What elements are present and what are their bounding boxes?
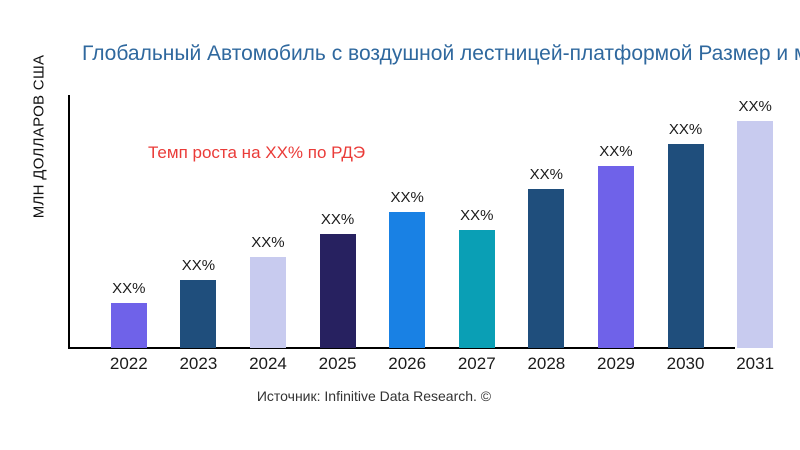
x-tick-2026: 2026	[388, 354, 427, 373]
bar-2026	[389, 212, 426, 348]
x-tick-2023: 2023	[179, 354, 218, 373]
bar-value-label-2024: XX%	[251, 234, 285, 251]
bar-value-label-2027: XX%	[460, 207, 494, 224]
x-tick-2027: 2027	[457, 354, 496, 373]
bar-value-label-2028: XX%	[529, 166, 564, 183]
x-tick-2024: 2024	[249, 354, 287, 373]
x-tick-2028: 2028	[527, 354, 566, 373]
bar-value-label-2022: XX%	[112, 280, 146, 297]
bar-column-2030: XX%	[651, 121, 721, 348]
bar-2028	[528, 189, 565, 348]
bar-column-2029: XX%	[581, 143, 651, 348]
x-axis-tick-labels: 2022 2023 2024 2025 2026 2027 2028 2029 2030 2031	[94, 354, 790, 374]
bar-column-2031: XX%	[720, 98, 790, 348]
bar-2029	[597, 166, 634, 348]
source-caption: Источник: Infinitive Data Research. ©	[256, 388, 492, 404]
bar-value-label-2029: XX%	[599, 143, 633, 160]
x-tick-2030: 2030	[666, 354, 705, 373]
bar-value-label-2023: XX%	[181, 257, 216, 274]
bar-column-2024: XX%	[233, 234, 303, 348]
bar-2025	[319, 234, 356, 348]
x-tick-2022: 2022	[109, 354, 148, 373]
y-axis-title: МЛН ДОЛЛАРОВ США	[30, 54, 48, 219]
x-tick-2031: 2031	[736, 354, 775, 373]
bar-value-label-2025: XX%	[320, 211, 355, 228]
y-axis-line	[68, 95, 70, 349]
bar-column-2022: XX%	[94, 280, 164, 348]
bar-column-2028: XX%	[512, 166, 582, 348]
bar-2023	[180, 280, 217, 348]
growth-rate-annotation: Темп роста на XX% по РДЭ	[148, 143, 366, 162]
x-tick-2025: 2025	[318, 354, 357, 373]
bar-column-2023: XX%	[164, 257, 234, 348]
bar-column-2026: XX%	[372, 189, 442, 348]
bar-2031	[737, 121, 774, 348]
chart-title: Глобальный Автомобиль с воздушной лестни…	[82, 42, 800, 65]
bar-column-2027: XX%	[442, 207, 512, 348]
bar-2030	[667, 144, 704, 348]
bar-2024	[249, 257, 286, 348]
bars-container: XX% XX% XX% XX% XX% XX% XX% XX% XX% XX%	[94, 95, 790, 348]
bar-2022	[110, 303, 147, 348]
bar-value-label-2031: XX%	[738, 98, 772, 115]
bar-column-2025: XX%	[303, 211, 373, 348]
x-tick-2029: 2029	[597, 354, 635, 373]
x-axis-line	[68, 347, 735, 349]
bar-value-label-2030: XX%	[668, 121, 703, 138]
bar-value-label-2026: XX%	[390, 189, 424, 206]
bar-2027	[458, 230, 495, 348]
